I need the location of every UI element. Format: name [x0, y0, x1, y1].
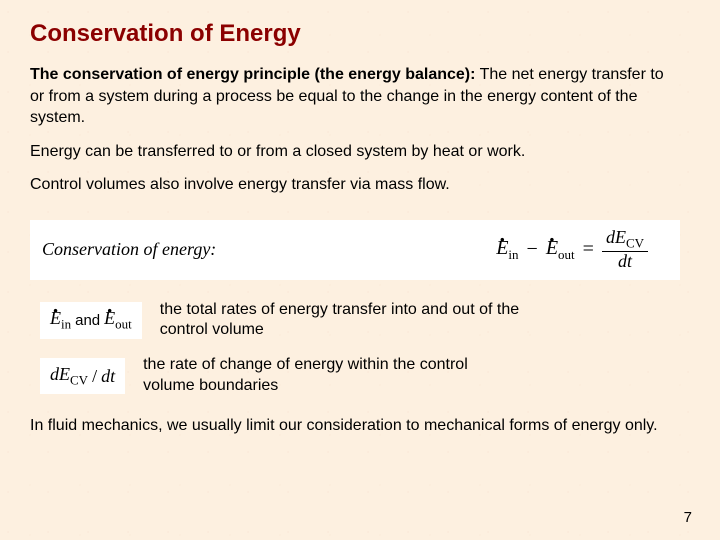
definition-1: Ein and Eout the total rates of energy t… — [40, 300, 690, 342]
page-number: 7 — [684, 509, 692, 526]
definition-2: dECV/dt the rate of change of energy wit… — [40, 355, 690, 397]
def2-symbol: dECV/dt — [40, 358, 125, 395]
paragraph-3: Control volumes also involve energy tran… — [30, 174, 670, 196]
equation-box: Conservation of energy: Ein − Eout = dEC… — [30, 220, 680, 280]
page-title: Conservation of Energy — [30, 20, 690, 48]
equation-math: Ein − Eout = dECV dt — [496, 228, 668, 272]
def1-symbol: Ein and Eout — [40, 302, 142, 339]
para1-bold: The conservation of energy principle (th… — [30, 66, 475, 83]
paragraph-4: In fluid mechanics, we usually limit our… — [30, 415, 670, 437]
paragraph-1: The conservation of energy principle (th… — [30, 64, 670, 129]
equation-label: Conservation of energy: — [42, 239, 256, 260]
paragraph-2: Energy can be transferred to or from a c… — [30, 141, 670, 163]
def2-text: the rate of change of energy within the … — [143, 355, 503, 397]
def1-text: the total rates of energy transfer into … — [160, 300, 520, 342]
